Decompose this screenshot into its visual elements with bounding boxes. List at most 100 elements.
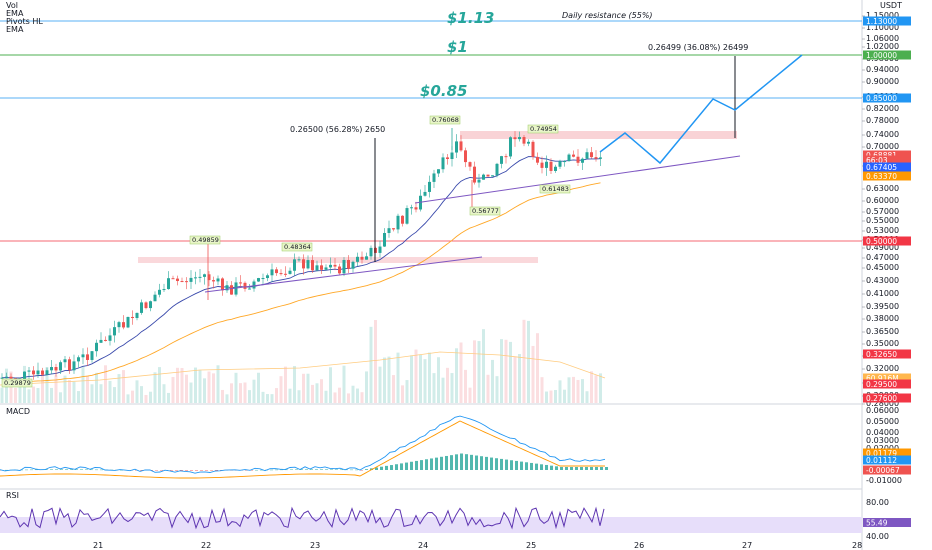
rsi-band bbox=[0, 517, 862, 533]
svg-text:0.27600: 0.27600 bbox=[866, 394, 897, 403]
svg-text:66:03: 66:03 bbox=[866, 156, 888, 165]
daily-resistance-label: Daily resistance (55%) bbox=[562, 11, 653, 20]
price-axis: 1.150001.100001.060001.020000.980000.940… bbox=[862, 11, 911, 541]
svg-text:0.49859: 0.49859 bbox=[192, 236, 219, 244]
svg-text:0.74954: 0.74954 bbox=[530, 125, 557, 133]
price-tick: 0.53000 bbox=[866, 226, 899, 235]
price-badge: 0.50000 bbox=[863, 236, 911, 246]
price-tick: 0.47000 bbox=[866, 253, 899, 262]
macd-badge: 0.01179 bbox=[863, 448, 911, 458]
svg-text:0.56777: 0.56777 bbox=[472, 207, 499, 215]
measure-2-label: 0.26499 (36.08%) 26499 bbox=[648, 43, 748, 52]
currency-label: USDT bbox=[880, 1, 902, 10]
price-tick: 0.49000 bbox=[866, 243, 899, 252]
price-tick: 0.55000 bbox=[866, 216, 899, 225]
svg-text:0.67405: 0.67405 bbox=[866, 163, 897, 172]
macd-pane bbox=[0, 415, 608, 479]
price-tick: 0.63000 bbox=[866, 184, 899, 193]
time-tick: 24 bbox=[418, 541, 428, 550]
projection-path bbox=[599, 54, 803, 165]
price-badge: 1.13000 bbox=[863, 16, 911, 26]
macd-tick: 0.06000 bbox=[866, 406, 899, 415]
pivot-label-3: 0.49859 bbox=[189, 235, 221, 245]
macd-tick: 0.05000 bbox=[866, 417, 899, 426]
legend-ema-1[interactable]: EMA bbox=[6, 9, 24, 18]
price-tick: 0.38000 bbox=[866, 314, 899, 323]
price-tick: 0.90000 bbox=[866, 77, 899, 86]
price-badge: 0.85000 bbox=[863, 93, 911, 103]
svg-text:1.00000: 1.00000 bbox=[866, 51, 897, 60]
rsi-tick: 40.00 bbox=[866, 532, 889, 541]
price-tick: 1.10000 bbox=[866, 23, 899, 32]
pivot-label-7: 0.29879 bbox=[1, 378, 33, 388]
svg-text:0.48364: 0.48364 bbox=[284, 243, 311, 251]
svg-text:1.13000: 1.13000 bbox=[866, 17, 897, 26]
price-tick: 0.43000 bbox=[866, 276, 899, 285]
price-badge: 1.00000 bbox=[863, 50, 911, 60]
svg-text:0.29879: 0.29879 bbox=[4, 379, 31, 387]
macd-tick: -0.01000 bbox=[866, 476, 902, 485]
svg-text:0.76068: 0.76068 bbox=[432, 116, 459, 124]
price-tick: 0.28000 bbox=[866, 399, 899, 408]
time-tick: 23 bbox=[310, 541, 320, 550]
rsi-badge: 55.49 bbox=[863, 518, 911, 527]
svg-text:60.916M: 60.916M bbox=[866, 374, 899, 383]
pivot-label-1: 0.76068 bbox=[429, 115, 461, 125]
price-badge: 66:03 bbox=[863, 155, 911, 165]
svg-text:0.61483: 0.61483 bbox=[542, 185, 569, 193]
ema-lines bbox=[0, 156, 606, 386]
svg-text:0.01112: 0.01112 bbox=[866, 456, 897, 465]
svg-text:55.49: 55.49 bbox=[866, 518, 888, 527]
price-tick: 0.35000 bbox=[866, 339, 899, 348]
pivot-label-4: 0.48364 bbox=[281, 242, 313, 252]
time-tick: 27 bbox=[742, 541, 752, 550]
svg-text:0.50000: 0.50000 bbox=[866, 237, 897, 246]
price-badge: 0.29500 bbox=[863, 379, 911, 389]
price-tick: 0.60000 bbox=[866, 196, 899, 205]
price-badge: 0.63370 bbox=[863, 171, 911, 181]
price-tick: 0.39500 bbox=[866, 302, 899, 311]
legend-vol[interactable]: Vol bbox=[6, 1, 18, 10]
macd-tick: 0.03000 bbox=[866, 436, 899, 445]
macd-badge: -0.00067 bbox=[863, 465, 911, 475]
rsi-label: RSI bbox=[6, 491, 19, 500]
price-tick: 1.06000 bbox=[866, 34, 899, 43]
pivot-label-2: 0.74954 bbox=[527, 124, 559, 134]
measure-1-label: 0.26500 (56.28%) 2650 bbox=[290, 125, 385, 134]
pivot-label-5: 0.56777 bbox=[469, 206, 501, 216]
time-tick: 22 bbox=[201, 541, 211, 550]
macd-tick: 0.04000 bbox=[866, 428, 899, 437]
time-tick: 25 bbox=[526, 541, 536, 550]
trendlines bbox=[204, 155, 741, 293]
time-tick: 21 bbox=[93, 541, 103, 550]
legend-ema-2[interactable]: EMA bbox=[6, 25, 24, 34]
pivot-label-6: 0.61483 bbox=[539, 184, 571, 194]
macd-label: MACD bbox=[6, 407, 30, 416]
svg-text:0.63370: 0.63370 bbox=[866, 172, 897, 181]
price-tick: 0.78000 bbox=[866, 116, 899, 125]
target-085-label: $0.85 bbox=[420, 82, 467, 100]
time-axis: 21 22 23 24 25 26 27 28 bbox=[93, 541, 862, 550]
svg-text:0.68881: 0.68881 bbox=[866, 151, 897, 160]
target-113-label: $1.13 bbox=[447, 9, 494, 27]
horizontal-levels bbox=[0, 20, 862, 242]
price-tick: 1.02000 bbox=[866, 42, 899, 51]
price-badge: 0.67405 bbox=[863, 162, 911, 172]
price-tick: 0.32000 bbox=[866, 364, 899, 373]
resistance-zones bbox=[138, 131, 737, 263]
candles bbox=[0, 128, 602, 387]
rsi-pane bbox=[0, 506, 605, 530]
legend-pivots[interactable]: Pivots HL bbox=[6, 17, 43, 26]
volume-bars bbox=[0, 319, 602, 403]
price-tick: 1.15000 bbox=[866, 11, 899, 20]
svg-text:0.85000: 0.85000 bbox=[866, 94, 897, 103]
price-badge: 60.916M bbox=[863, 373, 911, 383]
price-tick: 0.74000 bbox=[866, 130, 899, 139]
rsi-tick: 80.00 bbox=[866, 498, 889, 507]
price-tick: 0.57000 bbox=[866, 207, 899, 216]
svg-text:0.01179: 0.01179 bbox=[866, 449, 897, 458]
time-tick: 28 bbox=[852, 541, 862, 550]
price-badge: 0.32650 bbox=[863, 349, 911, 359]
price-tick: 0.94000 bbox=[866, 65, 899, 74]
